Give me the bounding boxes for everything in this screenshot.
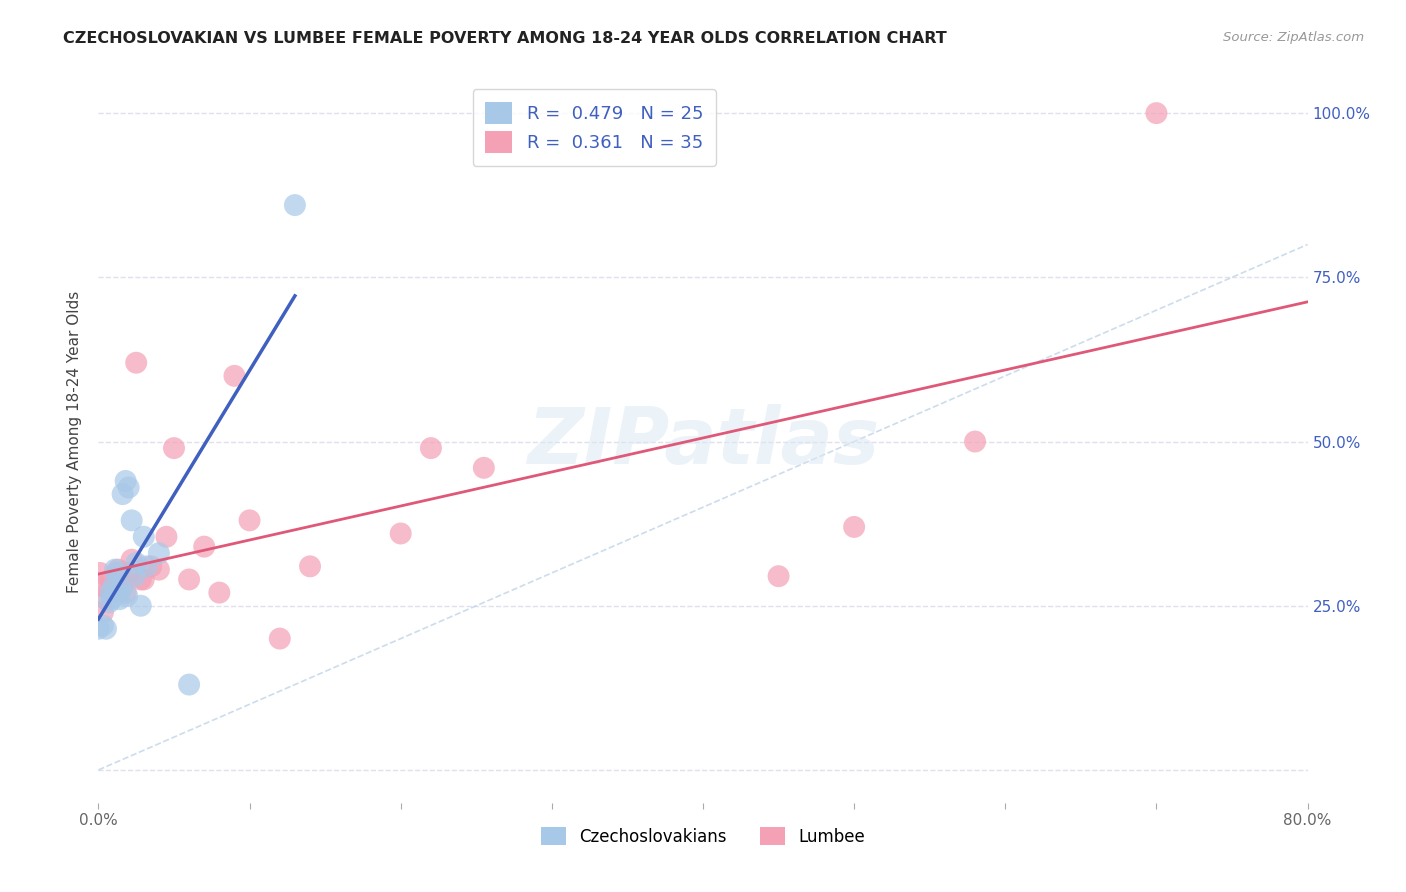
Point — [148, 546, 170, 560]
Point — [965, 434, 987, 449]
Point — [111, 487, 134, 501]
Point — [103, 585, 125, 599]
Point — [163, 441, 186, 455]
Point — [224, 368, 246, 383]
Point — [115, 589, 138, 603]
Point — [124, 569, 146, 583]
Point — [91, 618, 114, 632]
Point — [132, 530, 155, 544]
Point — [103, 579, 125, 593]
Point — [389, 526, 412, 541]
Point — [87, 622, 110, 636]
Point — [132, 573, 155, 587]
Point — [101, 592, 124, 607]
Point — [114, 474, 136, 488]
Point — [472, 460, 495, 475]
Point — [284, 198, 307, 212]
Point — [121, 513, 143, 527]
Point — [114, 585, 136, 599]
Legend: Czechoslovakians, Lumbee: Czechoslovakians, Lumbee — [534, 821, 872, 852]
Point — [87, 579, 110, 593]
Point — [118, 481, 141, 495]
Point — [107, 585, 129, 599]
Text: CZECHOSLOVAKIAN VS LUMBEE FEMALE POVERTY AMONG 18-24 YEAR OLDS CORRELATION CHART: CZECHOSLOVAKIAN VS LUMBEE FEMALE POVERTY… — [63, 31, 948, 46]
Point — [100, 573, 122, 587]
Point — [105, 566, 128, 580]
Point — [135, 559, 157, 574]
Point — [844, 520, 866, 534]
Point — [98, 582, 121, 597]
Point — [100, 585, 122, 599]
Point — [98, 595, 121, 609]
Point — [1144, 106, 1167, 120]
Point — [141, 559, 163, 574]
Point — [768, 569, 790, 583]
Point — [208, 585, 231, 599]
Point — [299, 559, 322, 574]
Point — [91, 605, 114, 619]
Point — [193, 540, 215, 554]
Point — [110, 569, 132, 583]
Point — [94, 622, 117, 636]
Point — [129, 599, 152, 613]
Point — [155, 530, 177, 544]
Point — [108, 592, 131, 607]
Point — [110, 582, 132, 597]
Point — [125, 556, 148, 570]
Text: ZIPatlas: ZIPatlas — [527, 403, 879, 480]
Point — [121, 553, 143, 567]
Point — [104, 563, 127, 577]
Point — [148, 563, 170, 577]
Point — [269, 632, 291, 646]
Point — [129, 573, 152, 587]
Point — [118, 566, 141, 580]
Point — [179, 573, 201, 587]
Y-axis label: Female Poverty Among 18-24 Year Olds: Female Poverty Among 18-24 Year Olds — [67, 291, 83, 592]
Point — [420, 441, 443, 455]
Point — [107, 563, 129, 577]
Point — [111, 579, 134, 593]
Text: Source: ZipAtlas.com: Source: ZipAtlas.com — [1223, 31, 1364, 45]
Point — [125, 356, 148, 370]
Point — [94, 592, 117, 607]
Point — [89, 566, 111, 580]
Point — [239, 513, 262, 527]
Point — [179, 677, 201, 691]
Point — [105, 575, 128, 590]
